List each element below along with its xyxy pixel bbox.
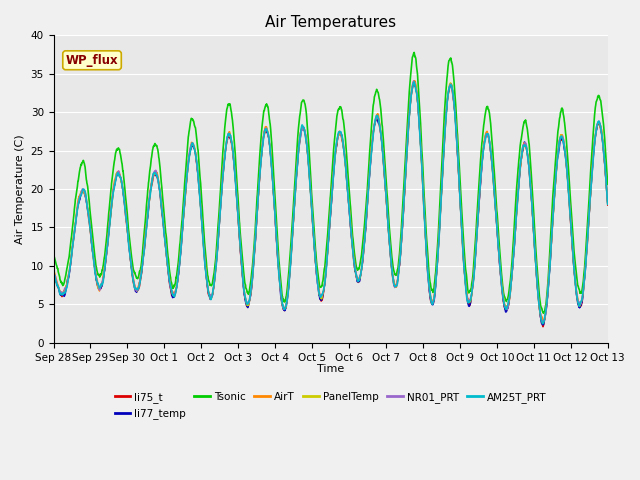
Text: WP_flux: WP_flux: [66, 54, 118, 67]
X-axis label: Time: Time: [317, 364, 344, 374]
Title: Air Temperatures: Air Temperatures: [265, 15, 396, 30]
Legend: li75_t, li77_temp, Tsonic, AirT, PanelTemp, NR01_PRT, AM25T_PRT: li75_t, li77_temp, Tsonic, AirT, PanelTe…: [110, 388, 551, 423]
Y-axis label: Air Temperature (C): Air Temperature (C): [15, 134, 25, 244]
